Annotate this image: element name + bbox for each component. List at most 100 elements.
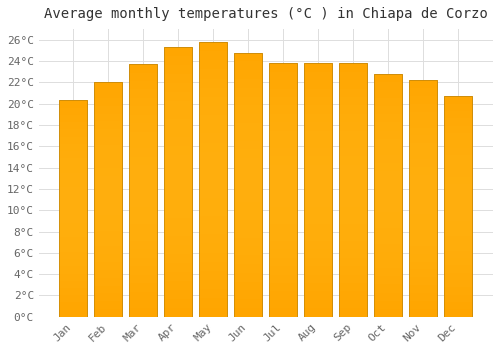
Bar bbox=[94, 98, 122, 106]
Bar bbox=[164, 47, 192, 56]
Bar bbox=[94, 129, 122, 137]
Bar bbox=[270, 156, 297, 164]
Bar bbox=[374, 211, 402, 219]
Bar bbox=[444, 214, 472, 221]
Bar bbox=[164, 236, 192, 245]
Bar bbox=[164, 47, 192, 317]
Bar bbox=[410, 191, 438, 198]
Bar bbox=[270, 300, 297, 308]
Bar bbox=[270, 283, 297, 292]
Bar bbox=[130, 123, 158, 132]
Bar bbox=[374, 179, 402, 187]
Bar bbox=[130, 115, 158, 123]
Bar bbox=[60, 122, 88, 129]
Bar bbox=[60, 201, 88, 209]
Bar bbox=[270, 164, 297, 173]
Bar bbox=[374, 260, 402, 268]
Bar bbox=[444, 177, 472, 184]
Bar bbox=[234, 52, 262, 317]
Bar bbox=[410, 285, 438, 293]
Bar bbox=[270, 148, 297, 156]
Bar bbox=[200, 42, 228, 317]
Bar bbox=[60, 216, 88, 223]
Bar bbox=[200, 234, 228, 244]
Bar bbox=[410, 214, 438, 222]
Bar bbox=[340, 190, 367, 198]
Bar bbox=[340, 72, 367, 80]
Bar bbox=[270, 241, 297, 249]
Bar bbox=[200, 289, 228, 299]
Bar bbox=[164, 299, 192, 308]
Bar bbox=[130, 292, 158, 300]
Bar bbox=[130, 216, 158, 224]
Bar bbox=[304, 232, 332, 241]
Bar bbox=[374, 90, 402, 98]
Bar bbox=[410, 80, 438, 88]
Bar bbox=[164, 119, 192, 128]
Bar bbox=[94, 90, 122, 98]
Bar bbox=[94, 246, 122, 254]
Bar bbox=[200, 152, 228, 161]
Bar bbox=[164, 164, 192, 173]
Bar bbox=[130, 73, 158, 81]
Bar bbox=[340, 207, 367, 215]
Bar bbox=[200, 161, 228, 170]
Bar bbox=[234, 105, 262, 114]
Bar bbox=[164, 209, 192, 218]
Bar bbox=[130, 148, 158, 157]
Bar bbox=[374, 155, 402, 163]
Bar bbox=[410, 206, 438, 214]
Bar bbox=[374, 187, 402, 195]
Bar bbox=[304, 266, 332, 274]
Bar bbox=[304, 224, 332, 232]
Bar bbox=[60, 144, 88, 151]
Bar bbox=[164, 56, 192, 65]
Bar bbox=[270, 182, 297, 190]
Bar bbox=[410, 246, 438, 254]
Bar bbox=[304, 105, 332, 114]
Bar bbox=[60, 187, 88, 194]
Bar bbox=[130, 90, 158, 98]
Bar bbox=[410, 198, 438, 206]
Bar bbox=[374, 139, 402, 147]
Bar bbox=[94, 121, 122, 129]
Bar bbox=[164, 245, 192, 254]
Bar bbox=[200, 244, 228, 253]
Bar bbox=[130, 224, 158, 233]
Bar bbox=[94, 223, 122, 231]
Bar bbox=[444, 258, 472, 265]
Bar bbox=[200, 88, 228, 97]
Bar bbox=[60, 259, 88, 266]
Bar bbox=[234, 299, 262, 308]
Bar bbox=[234, 185, 262, 194]
Bar bbox=[130, 275, 158, 283]
Bar bbox=[444, 302, 472, 309]
Bar bbox=[444, 118, 472, 126]
Bar bbox=[130, 250, 158, 258]
Bar bbox=[444, 162, 472, 170]
Bar bbox=[340, 122, 367, 131]
Bar bbox=[410, 230, 438, 238]
Bar bbox=[164, 191, 192, 200]
Bar bbox=[130, 165, 158, 174]
Bar bbox=[200, 216, 228, 225]
Bar bbox=[340, 232, 367, 241]
Bar bbox=[164, 308, 192, 317]
Bar bbox=[164, 83, 192, 92]
Bar bbox=[374, 276, 402, 285]
Bar bbox=[340, 274, 367, 283]
Bar bbox=[164, 272, 192, 281]
Bar bbox=[94, 168, 122, 176]
Bar bbox=[270, 224, 297, 232]
Bar bbox=[234, 176, 262, 185]
Bar bbox=[340, 89, 367, 97]
Bar bbox=[270, 89, 297, 97]
Bar bbox=[270, 114, 297, 122]
Bar bbox=[200, 253, 228, 262]
Bar bbox=[234, 158, 262, 167]
Bar bbox=[94, 161, 122, 168]
Bar bbox=[304, 114, 332, 122]
Bar bbox=[60, 151, 88, 158]
Bar bbox=[340, 292, 367, 300]
Bar bbox=[60, 302, 88, 310]
